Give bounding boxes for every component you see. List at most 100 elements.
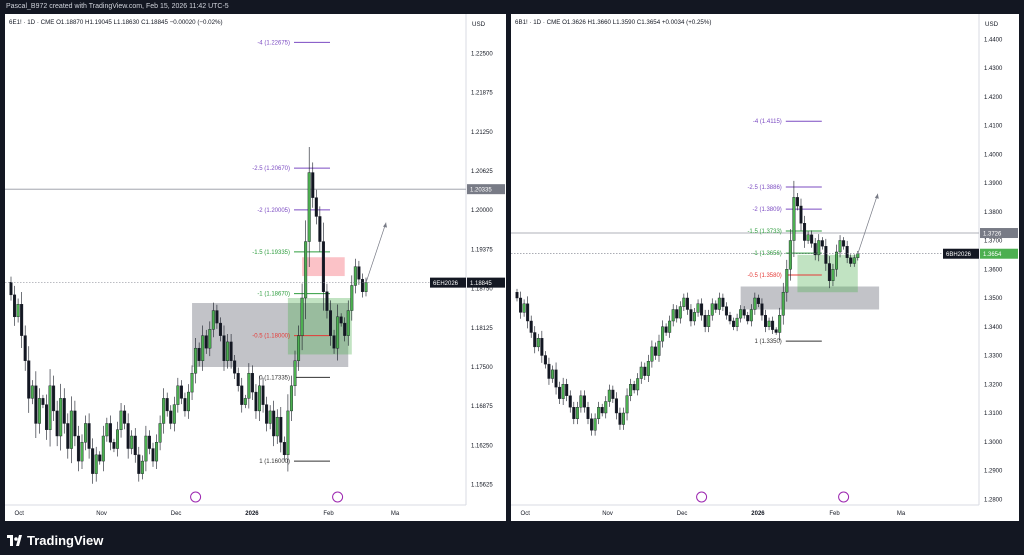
candle-body — [778, 315, 782, 333]
candle-body — [522, 303, 526, 313]
price-tick-label: 1.4400 — [984, 37, 1003, 43]
candle-body — [289, 385, 293, 412]
candle-body — [48, 385, 52, 430]
candle-body — [119, 410, 123, 430]
candle-body — [607, 389, 611, 402]
candle-body — [204, 335, 208, 349]
candle-body — [360, 278, 364, 292]
price-tick-label: 1.3200 — [984, 382, 1003, 388]
candle-body — [551, 369, 555, 379]
candle-body — [728, 315, 732, 322]
price-tick-label: 1.21875 — [471, 91, 493, 97]
candle-body — [194, 347, 198, 374]
price-tick-label: 1.3500 — [984, 296, 1003, 302]
price-tick-label: 1.20000 — [471, 208, 493, 214]
candle-body — [66, 423, 70, 449]
candle-body — [763, 315, 767, 327]
candle-body — [668, 320, 672, 333]
candle-body — [810, 234, 814, 244]
candle-body — [582, 395, 586, 408]
top-caption-bar: Pascal_B972 created with TradingView.com… — [0, 0, 1024, 14]
candle-body — [236, 373, 240, 387]
fib-level-label: -1.5 (1.19335) — [252, 250, 290, 256]
level-price-tag — [467, 184, 505, 195]
replay-marker-icon — [190, 491, 202, 503]
time-tick-label: Nov — [96, 511, 107, 517]
candle-body — [222, 335, 226, 361]
replay-marker-icon — [696, 491, 708, 503]
price-tick-label: 1.16875 — [471, 404, 493, 410]
candle-body — [275, 416, 279, 437]
candle-body — [650, 346, 654, 362]
candle-body — [346, 310, 350, 336]
candle-body — [300, 297, 304, 336]
green-zone-box — [797, 254, 858, 293]
candle-body — [678, 306, 682, 319]
projection-arrow-head — [874, 193, 879, 199]
candle-body — [155, 442, 159, 462]
caption-text: Pascal_B972 created with TradingView.com… — [6, 3, 229, 10]
time-tick-label: 2026 — [245, 511, 259, 517]
candle-body — [600, 407, 604, 414]
candle-body — [785, 269, 789, 293]
candle-body — [87, 423, 91, 449]
candle-body — [325, 291, 329, 311]
candle-body — [572, 407, 576, 419]
candle-body — [710, 303, 714, 316]
chart-canvas-left[interactable]: 6E1! · 1D · CME O1.18870 H1.19045 L1.186… — [5, 14, 506, 521]
contract-tag-text: 6BH2026 — [946, 252, 972, 258]
candle-body — [575, 407, 579, 419]
candle-body — [735, 317, 739, 327]
level-price-text: 1.20335 — [470, 188, 492, 194]
fib-level-label: -1.5 (1.3733) — [747, 229, 781, 235]
candle-body — [144, 435, 148, 462]
chart-canvas-right[interactable]: 6B1! · 1D · CME O1.3626 H1.3660 L1.3590 … — [511, 14, 1019, 521]
candle-body — [233, 360, 237, 374]
candle-body — [162, 398, 166, 424]
price-tick-label: 1.2900 — [984, 469, 1003, 475]
candle-body — [243, 398, 247, 405]
candle-body — [52, 385, 56, 412]
candle-body — [257, 385, 261, 412]
candle-body — [767, 320, 771, 327]
candle-body — [183, 398, 187, 412]
fib-level-label: -0.5 (1.18000) — [252, 334, 290, 340]
candle-body — [604, 401, 608, 414]
brand-name: TradingView — [27, 533, 104, 548]
contract-tag — [943, 248, 979, 259]
candle-body — [84, 423, 88, 443]
candle-body — [639, 366, 643, 379]
candle-body — [565, 384, 569, 396]
time-tick-label: Oct — [521, 511, 531, 517]
price-tick-label: 1.3000 — [984, 440, 1003, 446]
candle-body — [336, 316, 340, 349]
candle-body — [593, 418, 597, 431]
fib-level-label: -4 (1.4115) — [753, 119, 782, 125]
candle-body — [250, 373, 254, 393]
candle-body — [112, 442, 116, 449]
price-tick-label: 1.21250 — [471, 130, 493, 136]
candle-body — [165, 398, 169, 412]
candle-body — [332, 335, 336, 349]
price-tick-label: 1.15625 — [471, 483, 493, 489]
candle-body — [247, 373, 251, 399]
level-price-tag — [980, 228, 1018, 239]
candle-body — [561, 384, 565, 399]
candle-body — [788, 240, 792, 270]
candle-body — [756, 297, 760, 304]
candle-body — [105, 423, 109, 437]
chart-panel-right[interactable]: 6B1! · 1D · CME O1.3626 H1.3660 L1.3590 … — [511, 14, 1019, 521]
candle-body — [827, 263, 831, 281]
candle-body — [62, 398, 66, 424]
candle-body — [707, 315, 711, 327]
candle-body — [73, 410, 77, 437]
candle-body — [190, 373, 194, 393]
candle-body — [357, 266, 361, 280]
candle-body — [229, 341, 233, 361]
candle-body — [614, 398, 618, 414]
candle-body — [140, 460, 144, 474]
chart-panel-left[interactable]: 6E1! · 1D · CME O1.18870 H1.19045 L1.186… — [5, 14, 506, 521]
candle-body — [304, 241, 308, 299]
candle-body — [852, 257, 856, 264]
candle-body — [685, 297, 689, 310]
